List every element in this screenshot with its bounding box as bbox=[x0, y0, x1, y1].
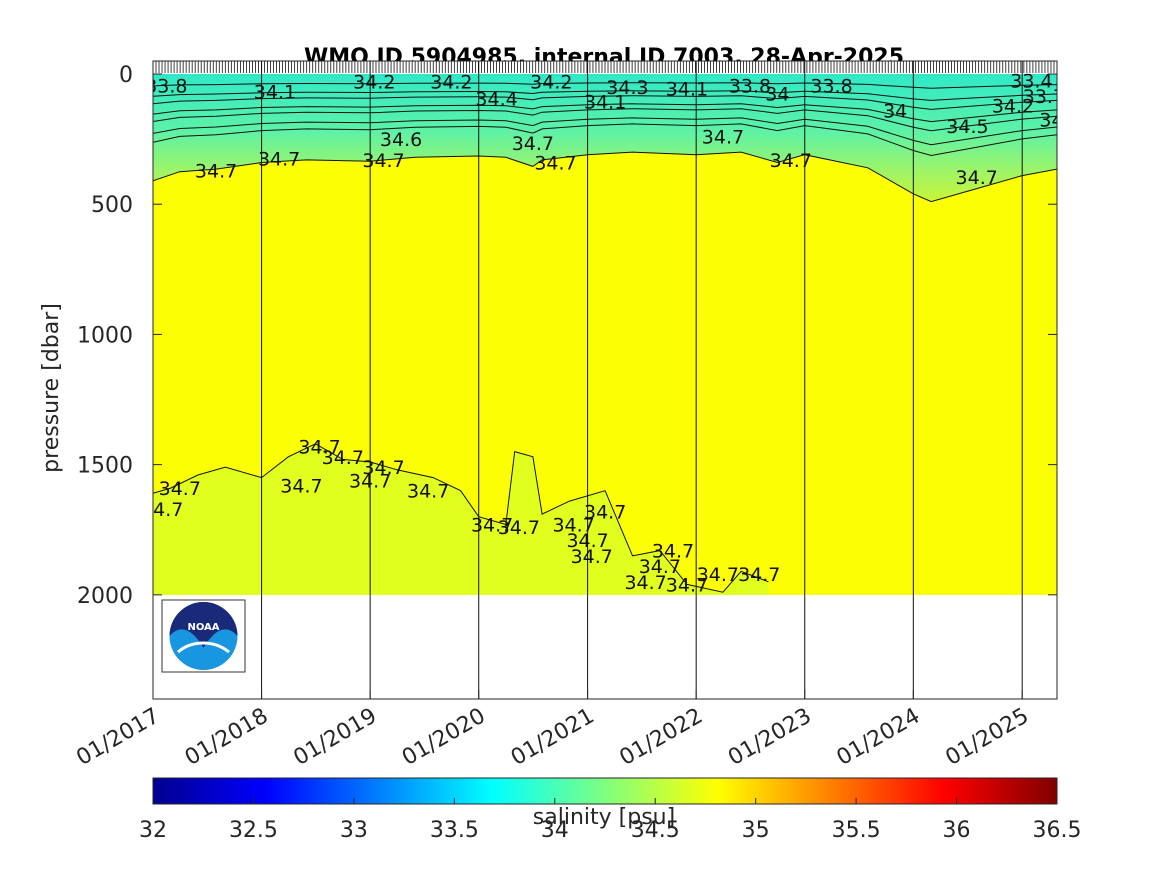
x-tick-label: 01/2022 bbox=[616, 704, 708, 771]
contour-label: 34.2 bbox=[992, 95, 1034, 117]
colorbar-tick-label: 35.5 bbox=[832, 818, 881, 843]
y-tick-label: 2000 bbox=[77, 584, 133, 609]
contour-label: 34.7 bbox=[322, 447, 364, 469]
contour-label: 34.7 bbox=[956, 167, 998, 189]
contour-label: 33.4 bbox=[1010, 71, 1052, 93]
x-tick-label: 01/2018 bbox=[181, 704, 273, 771]
contour-label: 34.7 bbox=[258, 149, 300, 171]
contour-label: 34.2 bbox=[430, 71, 472, 93]
colorbar-tick-label: 32.5 bbox=[229, 818, 278, 843]
y-tick-label: 0 bbox=[119, 63, 133, 88]
contour-label: 34.7 bbox=[571, 546, 613, 568]
contour-label: 34.7 bbox=[697, 564, 739, 586]
contour-labels: 33.8 34.134.734.734.234.734.634.234.434.2… bbox=[141, 71, 1081, 597]
contour-label: 34.7 bbox=[195, 160, 237, 182]
y-axis-label: pressure [dbar] bbox=[39, 303, 64, 473]
contour-label: 34.7 bbox=[534, 153, 576, 175]
y-tick-label: 500 bbox=[91, 193, 133, 218]
contour-label: 34.7 bbox=[407, 481, 449, 503]
colorbar-tick-label: 32 bbox=[139, 818, 167, 843]
contour-label: 34.7 bbox=[298, 436, 340, 458]
contour-label: 34.7 bbox=[652, 541, 694, 563]
contour-label: 34.5 bbox=[946, 116, 988, 138]
contour-label: 34.7 bbox=[639, 556, 681, 578]
contour-label: 34.7 bbox=[666, 574, 708, 596]
surface-salinity-layer bbox=[153, 74, 1057, 202]
colorbar-tick-label: 35 bbox=[742, 818, 770, 843]
y-tick-label: 1500 bbox=[77, 454, 133, 479]
x-tick-label: 01/2021 bbox=[507, 704, 599, 771]
colorbar-tick-label: 36.5 bbox=[1033, 818, 1082, 843]
bottom-salinity-band bbox=[153, 443, 769, 595]
colorbar-ticks: 32 32.5 33 33.5 34 34.5 35 35.5 36 36.5 bbox=[139, 798, 1081, 843]
contour-label: 34.7 bbox=[159, 478, 201, 500]
contour-label: 34.2 bbox=[530, 71, 572, 93]
colorbar-gradient bbox=[152, 777, 1058, 805]
salinity-field bbox=[153, 74, 1057, 595]
y-axis: 0 500 1000 1500 2000 bbox=[77, 63, 1057, 609]
profile-ticks bbox=[152, 61, 1058, 73]
contour-label: 33.7 bbox=[1023, 86, 1065, 108]
contour-label: 34.1 bbox=[584, 91, 626, 113]
contour-label: 34.7 bbox=[349, 470, 391, 492]
contour-label: 34.7 bbox=[738, 564, 780, 586]
contour-label: 34 bbox=[765, 84, 789, 106]
plot-area: 33.8 34.134.734.734.234.734.634.234.434.2… bbox=[141, 61, 1081, 699]
x-tick-label: 01/2019 bbox=[289, 704, 381, 771]
contour-label: 34.2 bbox=[353, 71, 395, 93]
contour-label: 34 bbox=[883, 100, 907, 122]
contour-label: 34.7 bbox=[498, 517, 540, 539]
contour-label: 34.7 bbox=[584, 502, 626, 524]
noaa-logo: NOAA bbox=[161, 599, 246, 673]
contour-label: 34.2 bbox=[1039, 110, 1081, 132]
contour-label: 34.7 bbox=[362, 150, 404, 172]
colorbar-tick-label: 36 bbox=[943, 818, 971, 843]
year-grid-lines bbox=[153, 61, 1023, 699]
contour-label: 34.4 bbox=[475, 89, 517, 111]
contour-label: 34.7 bbox=[471, 515, 513, 537]
contour-label: 34.7 bbox=[566, 530, 608, 552]
contour-label: 34.6 bbox=[380, 129, 422, 151]
colorbar: 32 32.5 33 33.5 34 34.5 35 35.5 36 36.5 bbox=[139, 777, 1081, 843]
colorbar-tick-label: 34 bbox=[541, 818, 569, 843]
plot-frame bbox=[152, 60, 1058, 700]
contour-label: 34.7 bbox=[552, 515, 594, 537]
contour-label: 34.7 bbox=[770, 150, 812, 172]
contour-label: 33.8 bbox=[729, 76, 771, 98]
contour-label: 33.8 bbox=[810, 76, 852, 98]
noaa-logo-text: NOAA bbox=[187, 622, 219, 633]
contour-label: 34.7 bbox=[702, 127, 744, 149]
x-tick-label: 01/2024 bbox=[833, 704, 925, 771]
colorbar-tick-label: 34.5 bbox=[631, 818, 680, 843]
y-tick-label: 1000 bbox=[77, 323, 133, 348]
contour-label: 34.7 bbox=[141, 499, 183, 521]
contour-label: 34.7 bbox=[512, 133, 554, 155]
contour-label: 33.8 bbox=[145, 76, 187, 98]
contour-label: 34.1 bbox=[666, 78, 708, 100]
colorbar-tick-label: 33 bbox=[340, 818, 368, 843]
contour-label: 34.1 bbox=[254, 82, 296, 104]
x-tick-label: 01/2025 bbox=[942, 704, 1034, 771]
colorbar-label: salinity [psu] bbox=[533, 805, 675, 830]
contour-label: 34.3 bbox=[606, 77, 648, 99]
contour-label: 34.7 bbox=[362, 457, 404, 479]
colorbar-tick-label: 33.5 bbox=[430, 818, 479, 843]
x-tick-label: 01/2020 bbox=[398, 704, 490, 771]
x-tick-label: 01/2023 bbox=[724, 704, 816, 771]
x-tick-label: 01/2017 bbox=[72, 704, 164, 771]
contour-label: 34.7 bbox=[624, 572, 666, 594]
x-axis: 01/2017 01/2018 01/2019 01/2020 01/2021 01/20… bbox=[72, 690, 1033, 771]
contour-label: 34.7 bbox=[280, 475, 322, 497]
